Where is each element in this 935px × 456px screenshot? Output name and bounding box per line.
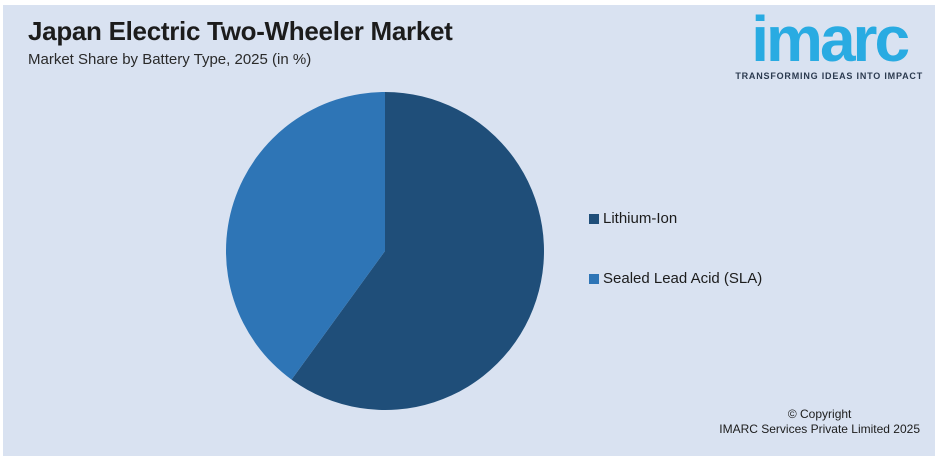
legend-label-lithium-ion: Lithium-Ion [603, 210, 678, 227]
copyright-line2: IMARC Services Private Limited 2025 [719, 421, 920, 436]
pie-slice-0 [291, 92, 544, 410]
chart-header: Japan Electric Two-Wheeler Market Market… [28, 15, 453, 69]
chart-subtitle: Market Share by Battery Type, 2025 (in %… [28, 51, 312, 68]
legend-item-lithium-ion: Lithium-Ion [589, 210, 762, 228]
pie-chart-svg [226, 92, 544, 410]
legend: Lithium-Ion Sealed Lead Acid (SLA) [589, 210, 762, 288]
pie-slice-1 [226, 92, 385, 380]
pie-chart [226, 92, 544, 410]
imarc-logo: imarc TRANSFORMING IDEAS INTO IMPACT [735, 5, 923, 81]
legend-swatch-sla-icon [589, 274, 599, 284]
legend-item-sla: Sealed Lead Acid (SLA) [589, 270, 762, 288]
chart-card: Japan Electric Two-Wheeler Market Market… [3, 5, 935, 456]
legend-label-sla: Sealed Lead Acid (SLA) [603, 270, 763, 287]
logo-tagline: TRANSFORMING IDEAS INTO IMPACT [735, 71, 923, 81]
logo-wordmark: imarc [751, 3, 910, 75]
copyright-line1: © Copyright [787, 407, 852, 421]
copyright: © Copyright IMARC Services Private Limit… [719, 407, 920, 436]
legend-swatch-lithium-ion-icon [589, 214, 599, 224]
page-title: Japan Electric Two-Wheeler Market [28, 16, 453, 46]
